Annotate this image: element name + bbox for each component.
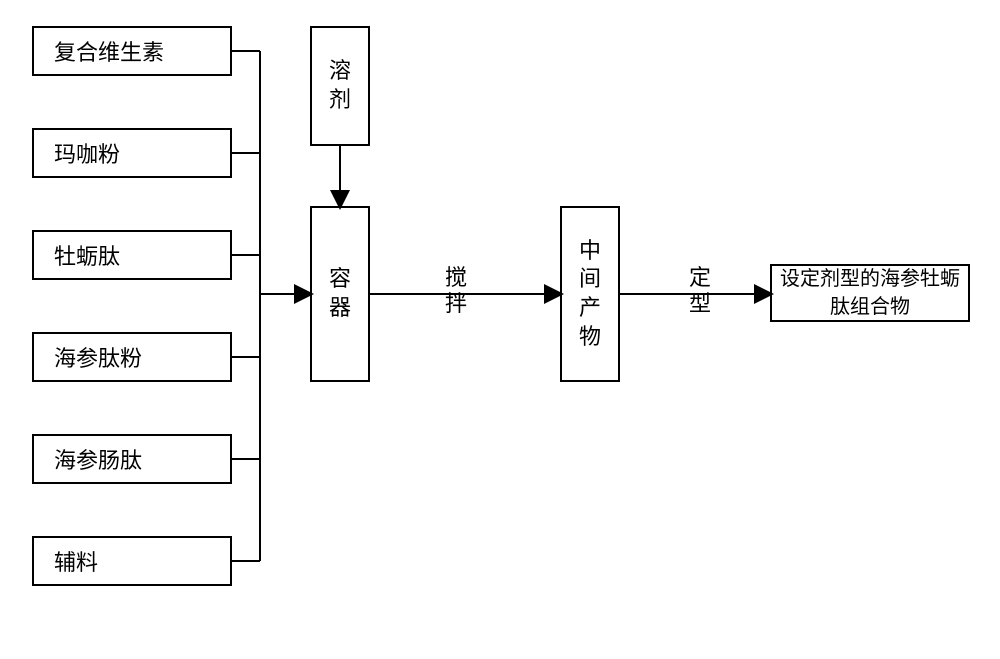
edge-label-shape-text: 定型 xyxy=(689,265,711,316)
input-label: 牡蛎肽 xyxy=(54,239,120,271)
intermediate-node: 中间产物 xyxy=(560,206,620,382)
output-node: 设定剂型的海参牡蛎肽组合物 xyxy=(770,264,970,322)
edge-label-stir: 搅拌 xyxy=(444,265,468,318)
output-label: 设定剂型的海参牡蛎肽组合物 xyxy=(772,265,968,321)
solvent-node: 溶剂 xyxy=(310,26,370,146)
input-label: 玛咖粉 xyxy=(54,137,120,169)
container-node: 容器 xyxy=(310,206,370,382)
input-node-1: 玛咖粉 xyxy=(32,128,232,178)
edge-label-stir-text: 搅拌 xyxy=(445,265,467,316)
container-label: 容器 xyxy=(329,265,351,322)
solvent-label: 溶剂 xyxy=(329,57,351,114)
input-node-2: 牡蛎肽 xyxy=(32,230,232,280)
input-label: 复合维生素 xyxy=(54,35,164,67)
input-node-3: 海参肽粉 xyxy=(32,332,232,382)
input-label: 辅料 xyxy=(54,545,98,577)
input-label: 海参肠肽 xyxy=(54,443,142,475)
input-node-4: 海参肠肽 xyxy=(32,434,232,484)
input-label: 海参肽粉 xyxy=(54,341,142,373)
input-node-0: 复合维生素 xyxy=(32,26,232,76)
input-node-5: 辅料 xyxy=(32,536,232,586)
intermediate-label: 中间产物 xyxy=(579,237,601,351)
edge-label-shape: 定型 xyxy=(688,265,712,318)
